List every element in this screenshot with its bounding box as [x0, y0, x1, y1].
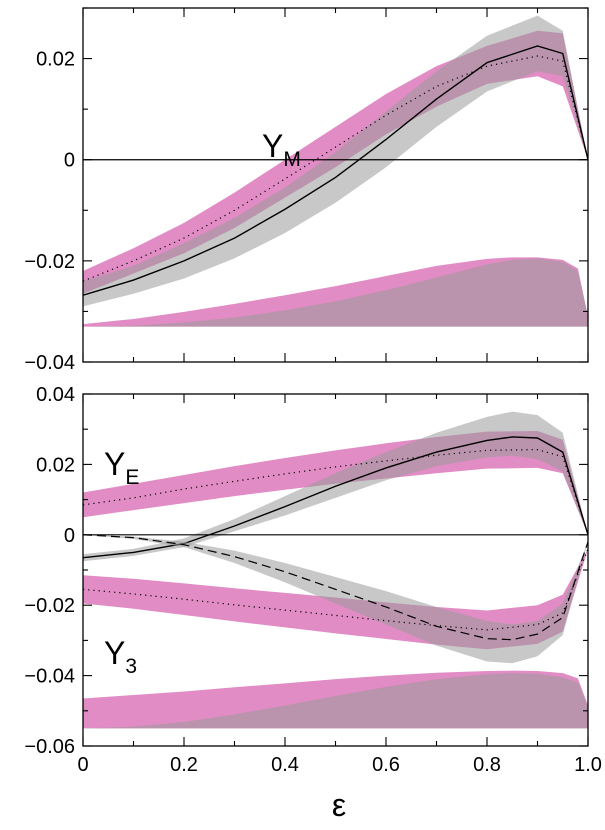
- x-axis-label: ε: [332, 787, 346, 823]
- y-tick-label: −0.04: [24, 666, 75, 688]
- x-tick-label: 0.2: [170, 754, 198, 776]
- y-tick-label: −0.04: [24, 352, 75, 374]
- y-tick-label: 0: [64, 150, 75, 172]
- solid-curve-3: [83, 45, 588, 296]
- grey-band-9: [83, 673, 588, 729]
- panel-top: −0.04 −0.02 0 0.02 YM: [24, 7, 589, 374]
- x-tick-label: 1.0: [574, 754, 602, 776]
- y-tick-label: 0.02: [36, 49, 75, 71]
- x-tick-label: 0.8: [473, 754, 501, 776]
- grey-band-5: [83, 258, 588, 327]
- y-tick-label: −0.02: [24, 595, 75, 617]
- dashed-curve-7: [83, 534, 588, 641]
- grey-band-1: [83, 15, 588, 307]
- panel-bottom: −0.06 −0.04 −0.02 0 0.02 0.04 0 0.2 0.4 0.6 0.8 1.0…: [24, 384, 602, 776]
- grey-band-5: [83, 534, 588, 664]
- y-tick-label: −0.02: [24, 251, 75, 273]
- plot-area: [83, 15, 588, 327]
- y-tick-label: −0.06: [24, 736, 75, 758]
- curve-label-ye: YE: [104, 446, 139, 489]
- dotted-curve-2: [83, 449, 588, 535]
- x-tick-label: 0.6: [372, 754, 400, 776]
- x-tick-label: 0: [77, 754, 88, 776]
- curve-label-y3: Y3: [104, 635, 137, 678]
- x-tick-label: 0.4: [271, 754, 299, 776]
- plot-area: [83, 411, 588, 729]
- y-tick-label: 0.04: [36, 384, 75, 406]
- y-tick-label: 0: [64, 525, 75, 547]
- y-tick-label: 0.02: [36, 454, 75, 476]
- curve-label-ym: YM: [262, 128, 301, 171]
